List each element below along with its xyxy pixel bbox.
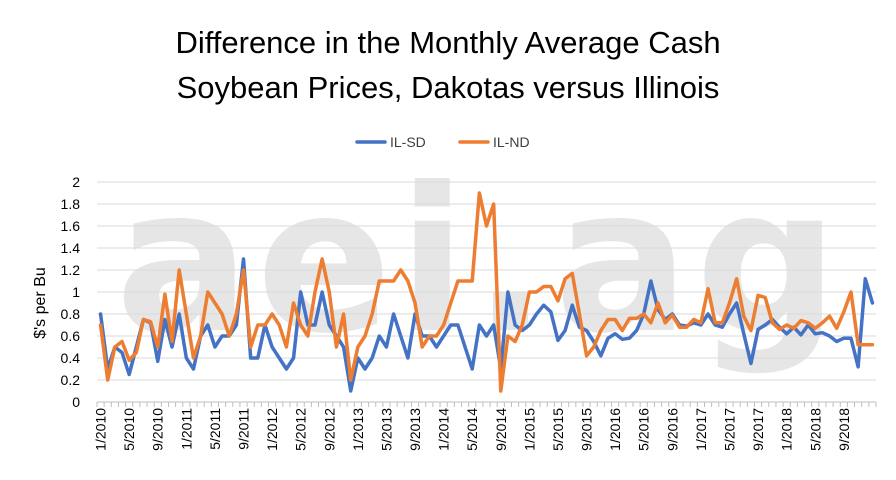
x-tick-label: 5/2010 (121, 408, 137, 451)
x-tick-label: 5/2013 (378, 408, 394, 451)
x-tick-label: 1/2018 (779, 408, 795, 451)
x-tick-label: 9/2014 (493, 408, 509, 451)
y-axis-label: $'s per Bu (32, 267, 49, 339)
y-tick-label: 1.4 (61, 240, 81, 256)
series-line-il-nd (98, 191, 875, 393)
x-axis-ticks: 1/2010 5/2010 9/2010 1/2011 5/2011 9/2011 1/20… (93, 402, 877, 451)
x-tick-label: 9/2010 (150, 408, 166, 451)
x-tick-label: 9/2017 (750, 408, 766, 451)
x-tick-label: 1/2013 (350, 408, 366, 451)
y-tick-label: 0.2 (61, 372, 81, 388)
x-tick-label: 9/2012 (321, 408, 337, 451)
legend: IL-SD IL-ND (355, 134, 530, 150)
legend-label-il-nd: IL-ND (493, 134, 530, 150)
y-tick-label: 2 (72, 174, 80, 190)
x-tick-label: 5/2018 (807, 408, 823, 451)
y-tick-label: 0 (72, 394, 80, 410)
x-tick-label: 1/2010 (93, 408, 109, 451)
y-tick-label: 1.2 (61, 262, 81, 278)
series-lines (98, 191, 875, 393)
y-tick-label: 0.8 (61, 306, 81, 322)
x-tick-label: 1/2012 (264, 408, 280, 451)
x-tick-label: 5/2012 (293, 408, 309, 451)
x-tick-label: 1/2016 (607, 408, 623, 451)
y-tick-label: 1 (72, 284, 80, 300)
y-tick-label: 1.8 (61, 196, 81, 212)
x-tick-label: 9/2011 (236, 408, 252, 450)
x-tick-label: 5/2014 (464, 408, 480, 451)
x-tick-label: 1/2011 (178, 408, 194, 450)
y-tick-label: 0.4 (61, 350, 81, 366)
x-tick-label: 1/2015 (521, 408, 537, 451)
x-tick-label: 5/2016 (636, 408, 652, 451)
watermark-text: aei.ag (115, 145, 844, 378)
x-tick-label: 9/2016 (664, 408, 680, 451)
x-tick-label: 9/2013 (407, 408, 423, 451)
x-tick-label: 1/2014 (436, 408, 452, 451)
gridlines (97, 181, 876, 403)
watermark-logo: aei.ag (115, 145, 844, 378)
x-tick-label: 5/2015 (550, 408, 566, 451)
chart-title-line-2: Soybean Prices, Dakotas versus Illinois (177, 70, 720, 105)
x-tick-label: 9/2018 (836, 408, 852, 451)
x-tick-label: 1/2017 (693, 408, 709, 451)
chart-title-line-1: Difference in the Monthly Average Cash (175, 25, 720, 60)
x-tick-label: 5/2011 (207, 408, 223, 450)
y-axis-ticks: 0 0.2 0.4 0.6 0.8 1 1.2 1.4 1.6 1.8 2 (61, 174, 81, 410)
x-tick-label: 9/2015 (579, 408, 595, 451)
y-tick-label: 1.6 (61, 218, 81, 234)
legend-label-il-sd: IL-SD (390, 134, 426, 150)
x-tick-label: 5/2017 (721, 408, 737, 451)
y-tick-label: 0.6 (61, 328, 81, 344)
